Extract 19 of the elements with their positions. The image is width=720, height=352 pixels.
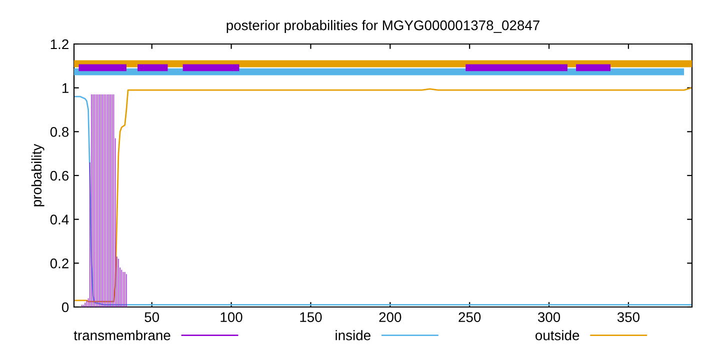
x-tick-label: 350 [617, 312, 640, 322]
x-tick-label: 300 [538, 312, 560, 322]
chart-title: posterior probabilities for MGYG000001378_02847 [226, 20, 540, 33]
x-tick-label: 250 [458, 312, 481, 322]
y-tick-label: 0.4 [50, 214, 69, 225]
y-tick-label: 0.2 [50, 258, 68, 268]
x-tick-label: 150 [300, 312, 322, 322]
y-tick-label: 1 [62, 83, 68, 93]
y-tick-label: 0.6 [50, 170, 69, 181]
y-axis-title: probability [31, 144, 44, 206]
x-tick-label: 50 [144, 312, 160, 322]
y-tick-label: 1.2 [50, 39, 68, 50]
legend-label: transmembrane [74, 330, 170, 340]
y-tick-label: 0.8 [50, 127, 69, 137]
x-tick-label: 100 [220, 312, 242, 322]
x-tick-label: 200 [379, 312, 402, 322]
legend-label: inside [336, 330, 370, 340]
y-tick-label: 0 [62, 302, 69, 312]
legend-label: outside [536, 330, 580, 340]
